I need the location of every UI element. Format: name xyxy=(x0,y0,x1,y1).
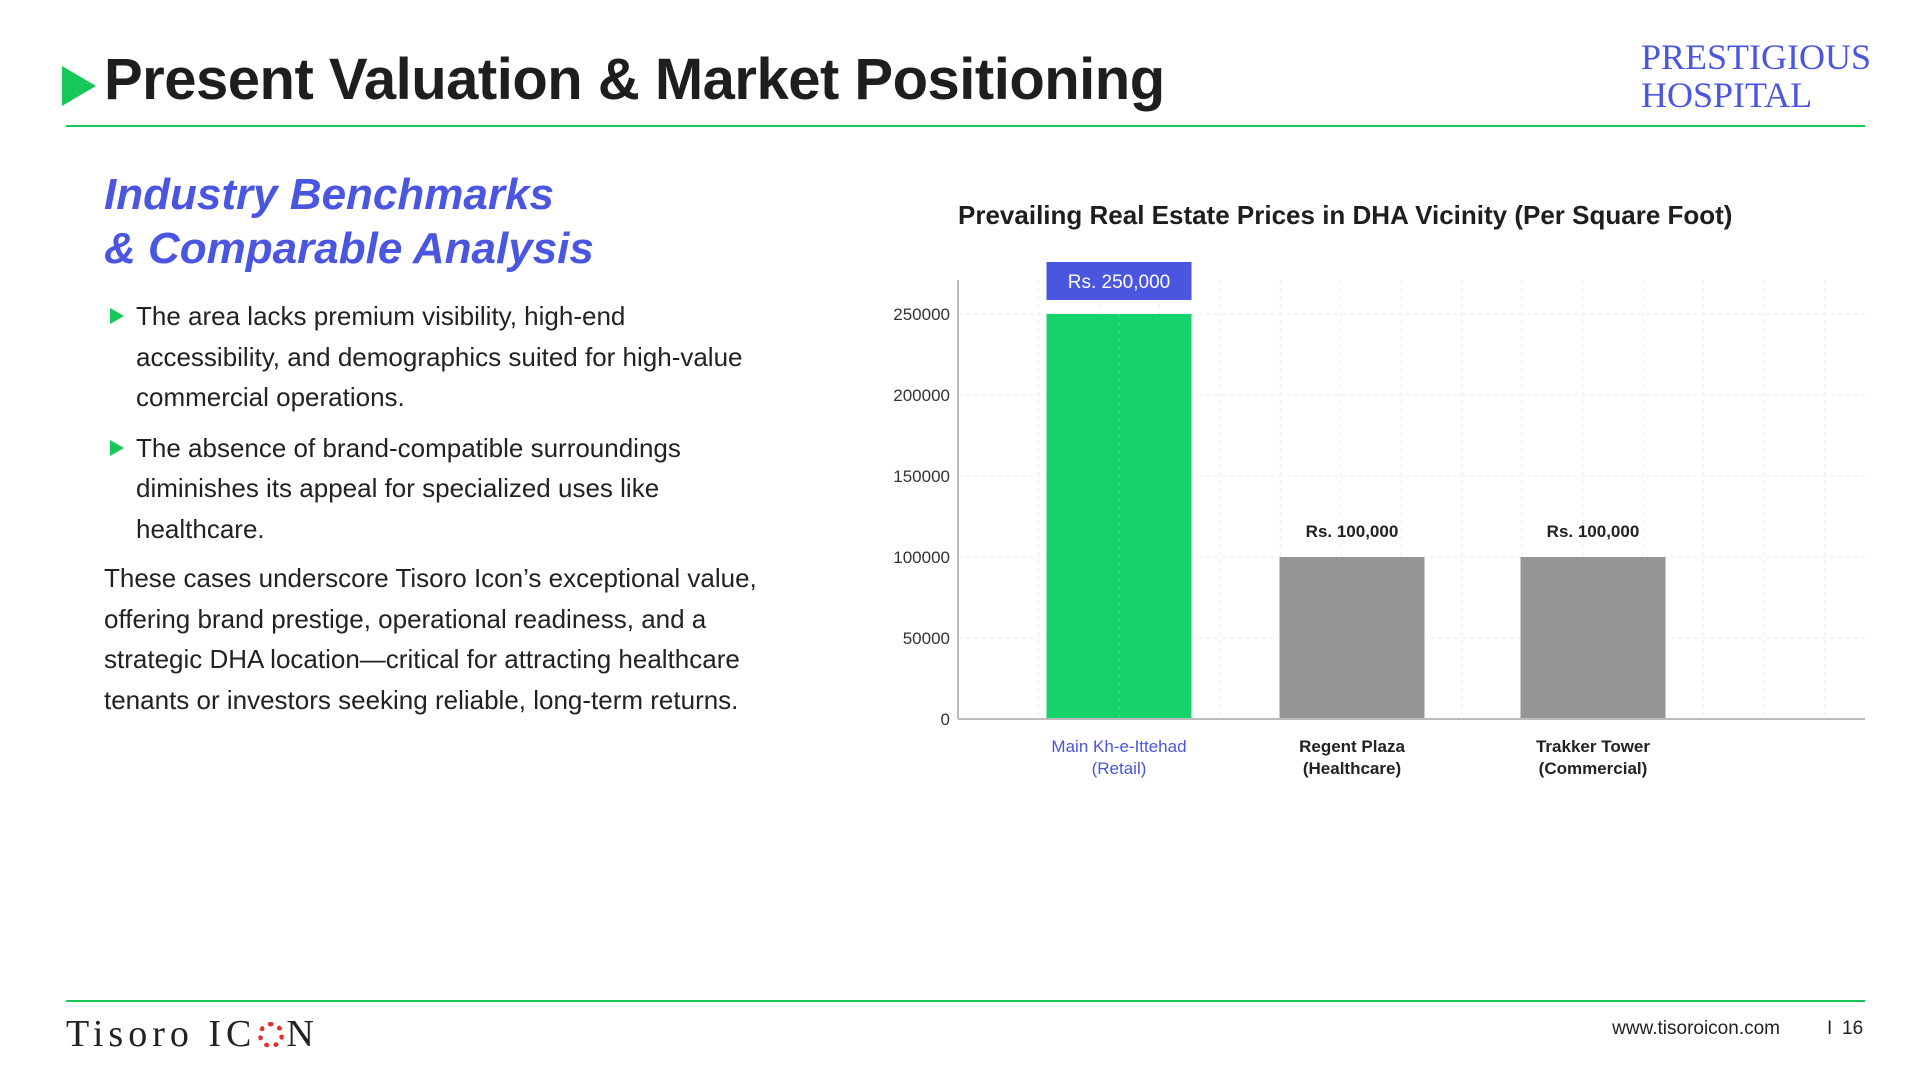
bullet-item: The absence of brand-compatible surround… xyxy=(108,428,768,550)
x-tick-label: (Commercial) xyxy=(1539,759,1648,778)
title-arrow-icon xyxy=(62,66,96,106)
bullet-arrow-icon xyxy=(110,308,124,324)
footer-logo-text: Tisoro IC xyxy=(66,1013,257,1055)
logo-o-mark-icon xyxy=(258,1022,285,1048)
x-tick-label: Trakker Tower xyxy=(1536,737,1650,756)
bullet-list: The area lacks premium visibility, high-… xyxy=(108,296,768,559)
y-tick-label: 200000 xyxy=(893,386,950,405)
x-tick-label: (Healthcare) xyxy=(1303,759,1401,778)
footer-separator: I xyxy=(1827,1018,1833,1039)
chart-title: Prevailing Real Estate Prices in DHA Vic… xyxy=(958,200,1733,230)
data-label-badge xyxy=(1046,262,1192,300)
header-divider xyxy=(66,125,1865,127)
y-tick-label: 250000 xyxy=(893,305,950,324)
brand-line-1: PRESTIGIOUS xyxy=(1641,37,1872,77)
footer-divider xyxy=(66,1000,1865,1002)
bullet-text: The area lacks premium visibility, high-… xyxy=(136,301,743,412)
bar-chart: 0 50000 100000 150000 200000 250000 Rs. 250,00… xyxy=(893,262,1865,778)
x-tick-label: Regent Plaza xyxy=(1299,737,1405,756)
subtitle-line-2: & Comparable Analysis xyxy=(104,224,594,273)
data-label: Rs. 100,000 xyxy=(1306,522,1399,541)
bullet-item: The area lacks premium visibility, high-… xyxy=(108,296,768,418)
summary-paragraph: These cases underscore Tisoro Icon’s exc… xyxy=(104,563,757,715)
page-number: 16 xyxy=(1842,1018,1864,1039)
brand-line-2: HOSPITAL xyxy=(1641,75,1813,115)
x-tick-label: (Retail) xyxy=(1092,759,1147,778)
footer-logo: Tisoro IC N xyxy=(66,1012,319,1056)
y-tick-label: 0 xyxy=(941,710,950,729)
data-label: Rs. 250,000 xyxy=(1068,272,1170,293)
y-tick-label: 100000 xyxy=(893,548,950,567)
section-subtitle: Industry Benchmarks & Comparable Analysi… xyxy=(104,168,594,276)
y-tick-label: 150000 xyxy=(893,467,950,486)
brand-logo: PRESTIGIOUS HOSPITAL xyxy=(1641,38,1871,114)
page-title: Present Valuation & Market Positioning xyxy=(104,47,1165,112)
bullet-arrow-icon xyxy=(110,439,124,456)
data-label: Rs. 100,000 xyxy=(1547,522,1640,541)
x-tick-label: Main Kh-e-Ittehad xyxy=(1051,737,1186,756)
bar xyxy=(1279,557,1425,719)
y-tick-label: 50000 xyxy=(903,629,950,648)
bar xyxy=(1520,557,1666,719)
footer-logo-text-end: N xyxy=(286,1013,319,1055)
bullet-text: The absence of brand-compatible surround… xyxy=(136,432,681,544)
footer-url: www.tisoroicon.com xyxy=(1612,1018,1780,1039)
subtitle-line-1: Industry Benchmarks xyxy=(104,170,554,219)
